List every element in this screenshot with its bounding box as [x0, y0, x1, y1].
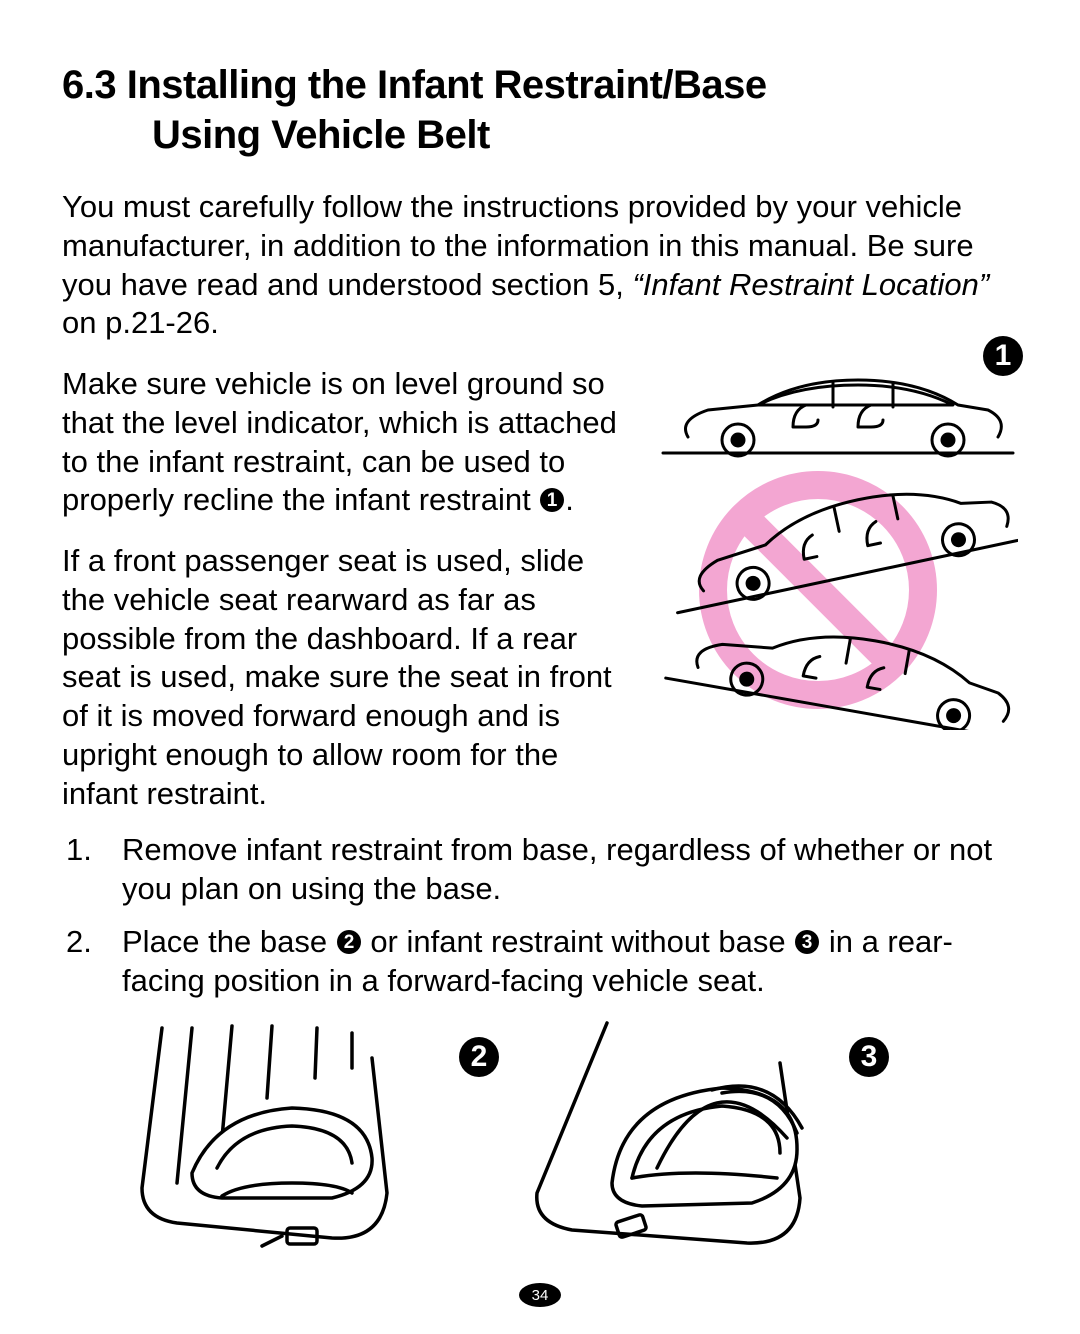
- figure-base-in-seat: 2: [122, 1018, 452, 1263]
- section-heading: 6.3 Installing the Infant Restraint/Base…: [62, 60, 1018, 160]
- heading-line2: Using Vehicle Belt: [62, 110, 1018, 160]
- svg-text:34: 34: [532, 1287, 549, 1304]
- marker-3-inline: 3: [794, 929, 820, 955]
- cross-reference: “Infant Restraint Location”: [632, 267, 989, 302]
- list-number: 1.: [66, 831, 92, 870]
- svg-text:3: 3: [861, 1040, 878, 1073]
- svg-text:3: 3: [802, 932, 813, 953]
- marker-2-icon: 2: [458, 1036, 500, 1083]
- svg-text:1: 1: [547, 490, 558, 511]
- marker-2-inline: 2: [336, 929, 362, 955]
- base-in-seat-icon: [122, 1018, 452, 1258]
- marker-1-icon: 1: [982, 335, 1024, 382]
- list-item: 1. Remove infant restraint from base, re…: [62, 831, 1018, 909]
- heading-number: 6.3 Installing the Infant Restraint/Base: [62, 63, 767, 107]
- install-steps-list: 1. Remove infant restraint from base, re…: [62, 831, 1018, 1000]
- seat-position-paragraph: If a front passenger seat is used, slide…: [62, 542, 630, 813]
- svg-text:2: 2: [343, 932, 354, 953]
- figure-cars: 1: [658, 365, 1018, 821]
- figure-carrier-in-seat: 3: [522, 1018, 862, 1263]
- list-number: 2.: [66, 923, 92, 962]
- intro-paragraph: You must carefully follow the instructio…: [62, 188, 1018, 343]
- car-level-icon: [658, 365, 1018, 465]
- level-ground-paragraph: Make sure vehicle is on level ground so …: [62, 365, 630, 520]
- page-number: 34: [518, 1282, 562, 1308]
- marker-3-icon: 3: [848, 1036, 890, 1083]
- list-item: 2. Place the base 2 or infant restraint …: [62, 923, 1018, 1001]
- carrier-in-seat-icon: [522, 1018, 862, 1258]
- marker-1-inline: 1: [539, 487, 565, 513]
- svg-text:1: 1: [995, 339, 1012, 372]
- car-slope-prohibited-icon: [658, 470, 1018, 730]
- svg-text:2: 2: [471, 1040, 488, 1073]
